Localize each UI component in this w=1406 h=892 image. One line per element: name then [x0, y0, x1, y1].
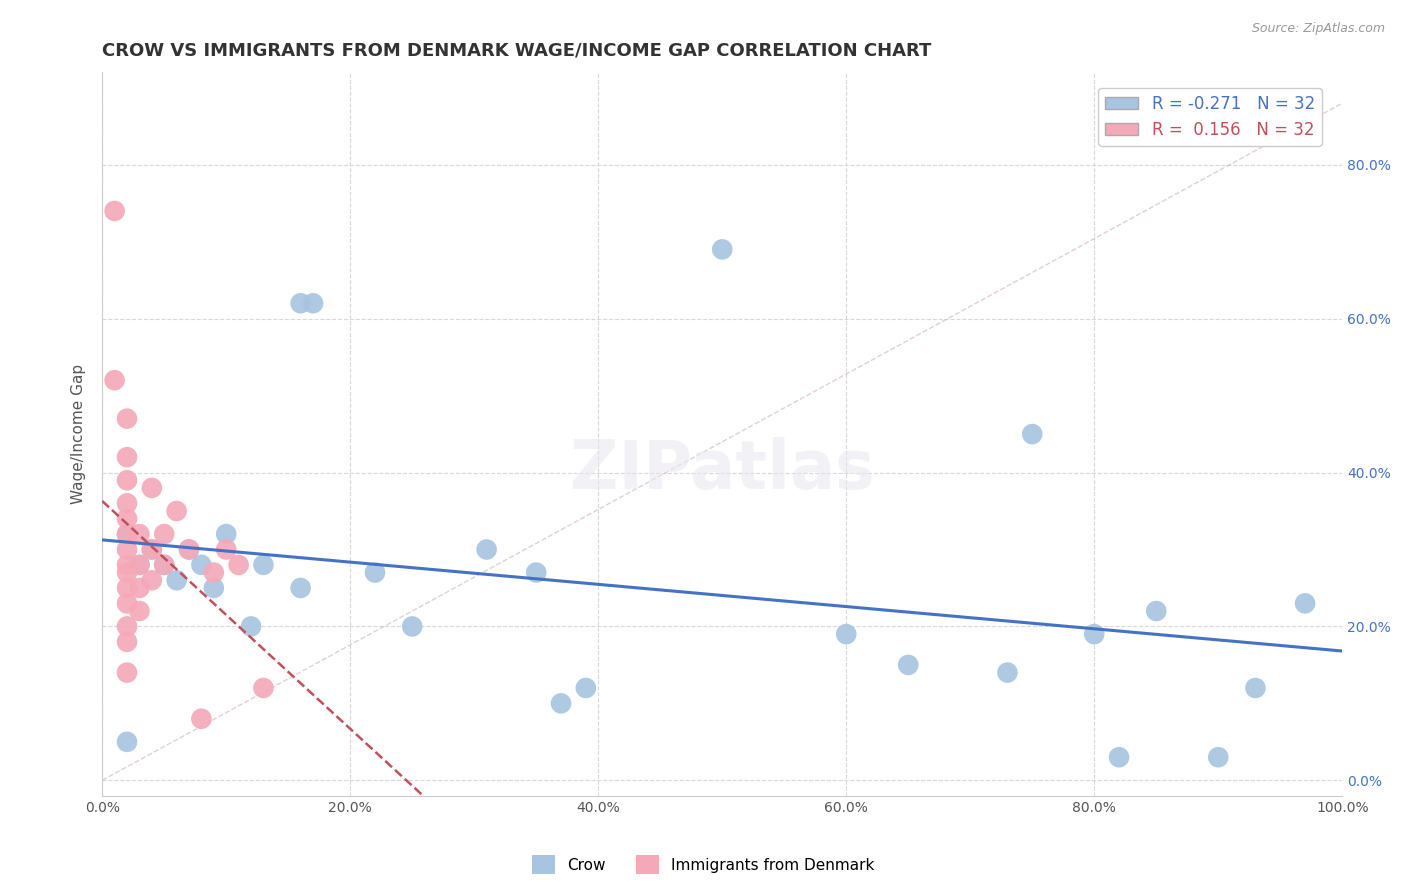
Point [1206, 750, 1229, 764]
Point [115, 735, 138, 749]
Point [115, 635, 138, 649]
Point [252, 558, 274, 572]
Point [177, 542, 200, 557]
Point [1083, 627, 1105, 641]
Point [897, 657, 920, 672]
Point [177, 542, 200, 557]
Point [128, 604, 150, 618]
Point [115, 619, 138, 633]
Point [1021, 427, 1043, 442]
Text: ZIPatlas: ZIPatlas [569, 437, 875, 503]
Point [153, 558, 176, 572]
Point [1108, 750, 1130, 764]
Point [711, 243, 734, 257]
Point [215, 527, 238, 541]
Point [202, 581, 225, 595]
Point [1294, 596, 1316, 610]
Point [290, 296, 312, 310]
Point [115, 527, 138, 541]
Point [166, 504, 188, 518]
Point [115, 450, 138, 464]
Point [401, 619, 423, 633]
Point [835, 627, 858, 641]
Point [524, 566, 547, 580]
Point [115, 566, 138, 580]
Point [128, 527, 150, 541]
Point [202, 566, 225, 580]
Point [190, 558, 212, 572]
Point [1244, 681, 1267, 695]
Point [302, 296, 325, 310]
Point [141, 542, 163, 557]
Point [252, 681, 274, 695]
Point [240, 619, 263, 633]
Point [115, 596, 138, 610]
Point [115, 512, 138, 526]
Point [128, 558, 150, 572]
Point [115, 665, 138, 680]
Point [153, 527, 176, 541]
Point [364, 566, 387, 580]
Y-axis label: Wage/Income Gap: Wage/Income Gap [72, 364, 86, 504]
Point [128, 581, 150, 595]
Text: CROW VS IMMIGRANTS FROM DENMARK WAGE/INCOME GAP CORRELATION CHART: CROW VS IMMIGRANTS FROM DENMARK WAGE/INC… [103, 42, 932, 60]
Point [190, 712, 212, 726]
Point [215, 542, 238, 557]
Point [115, 527, 138, 541]
Legend: R = -0.271   N = 32, R =  0.156   N = 32: R = -0.271 N = 32, R = 0.156 N = 32 [1098, 88, 1322, 145]
Point [104, 203, 127, 218]
Point [141, 574, 163, 588]
Point [575, 681, 598, 695]
Point [104, 373, 127, 387]
Legend: Crow, Immigrants from Denmark: Crow, Immigrants from Denmark [526, 849, 880, 880]
Point [115, 496, 138, 510]
Point [290, 581, 312, 595]
Point [1144, 604, 1167, 618]
Point [115, 473, 138, 487]
Point [228, 558, 250, 572]
Point [115, 558, 138, 572]
Point [141, 481, 163, 495]
Point [997, 665, 1019, 680]
Point [128, 558, 150, 572]
Point [115, 542, 138, 557]
Point [115, 581, 138, 595]
Point [153, 558, 176, 572]
Point [550, 697, 572, 711]
Point [141, 542, 163, 557]
Point [166, 574, 188, 588]
Point [475, 542, 498, 557]
Text: Source: ZipAtlas.com: Source: ZipAtlas.com [1251, 22, 1385, 36]
Point [115, 411, 138, 425]
